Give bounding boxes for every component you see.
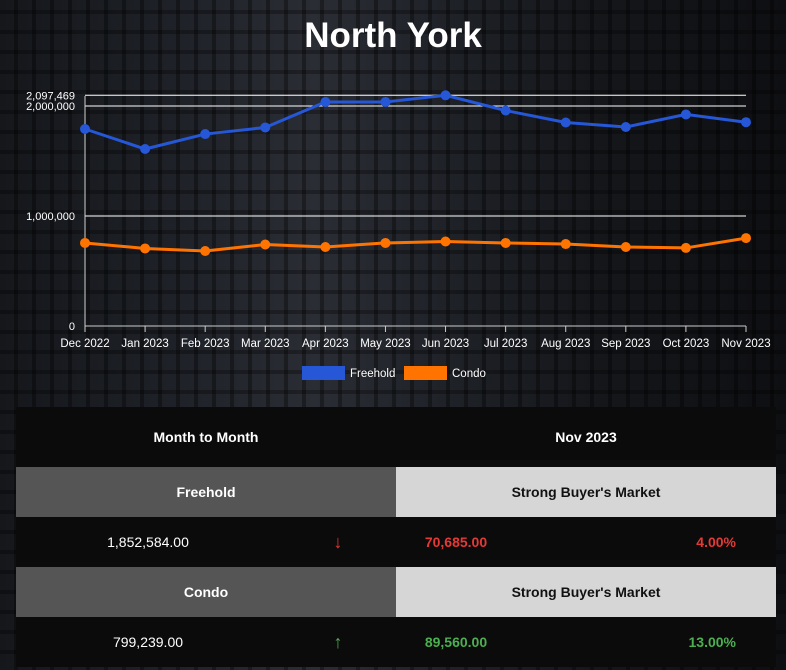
x-tick-label: Jan 2023 [121,338,168,350]
condo-label: Condo [16,567,396,617]
data-point-freehold [560,117,571,128]
x-tick-label: Nov 2023 [721,338,770,350]
data-point-freehold [320,97,331,108]
header-month: Nov 2023 [555,429,617,445]
x-tick-label: Dec 2022 [60,338,109,350]
freehold-percent: 4.00% [696,534,736,550]
data-point-freehold [440,90,451,101]
header-month-to-month: Month to Month [153,429,259,445]
data-point-condo [741,233,751,244]
data-point-condo [140,243,151,254]
freehold-label-row: Freehold Strong Buyer's Market [16,467,776,517]
data-point-condo [380,237,391,248]
data-point-freehold [80,123,90,134]
arrow-up-icon: ↑ [333,631,343,652]
series-line-freehold [84,93,747,151]
condo-data-row: 799,239.00 ↑ 89,560.00 13.00% [16,617,776,667]
summary-table: Month to Month Nov 2023 Freehold Strong … [16,407,776,667]
x-tick-label: Mar 2023 [241,338,290,350]
x-tick-label: Feb 2023 [181,338,230,350]
arrow-down-icon: ↓ [333,531,343,552]
condo-change: 89,560.00 [424,634,488,650]
data-point-freehold [380,97,391,108]
data-point-condo [560,239,571,250]
data-point-freehold [680,109,691,120]
data-point-freehold [500,105,511,116]
condo-market: Strong Buyer's Market [396,567,776,617]
legend-label-condo: Condo [452,368,486,380]
condo-percent: 13.00% [688,634,736,650]
legend-label-freehold: Freehold [350,368,395,380]
x-tick-label: May 2023 [360,338,411,350]
y-tick-label: 1,000,000 [26,211,75,223]
y-tick-label: 2,097,469 [26,90,75,102]
y-tick-label: 0 [69,321,75,333]
legend-swatch-freehold [302,366,345,380]
data-point-condo [620,242,631,253]
table-header: Month to Month Nov 2023 [16,407,776,467]
chart-title: North York [304,16,482,55]
freehold-change: 70,685.00 [424,534,488,550]
freehold-market: Strong Buyer's Market [396,467,776,517]
data-point-condo [260,239,271,250]
data-point-condo [500,237,511,248]
data-point-freehold [260,122,271,133]
data-point-condo [320,242,331,253]
data-point-condo [680,242,691,253]
condo-value: 799,239.00 [112,634,184,650]
y-tick-label: 2,000,000 [26,101,75,113]
data-point-freehold [741,117,751,128]
data-point-condo [440,236,451,247]
data-point-condo [200,245,211,256]
series-line-condo [84,236,747,253]
x-tick-label: Jun 2023 [422,338,469,350]
data-point-freehold [140,144,151,155]
x-tick-label: Sep 2023 [601,338,650,350]
x-tick-label: Jul 2023 [484,338,527,350]
freehold-data-row: 1,852,584.00 ↓ 70,685.00 4.00% [16,517,776,567]
condo-label-row: Condo Strong Buyer's Market [16,567,776,617]
x-tick-label: Aug 2023 [541,338,590,350]
data-point-freehold [620,122,631,133]
data-point-condo [80,237,90,248]
x-tick-label: Apr 2023 [302,338,349,350]
legend-swatch-condo [404,366,447,380]
data-point-freehold [200,129,211,140]
freehold-label: Freehold [16,467,396,517]
freehold-value: 1,852,584.00 [107,534,189,550]
x-tick-label: Oct 2023 [663,338,710,350]
